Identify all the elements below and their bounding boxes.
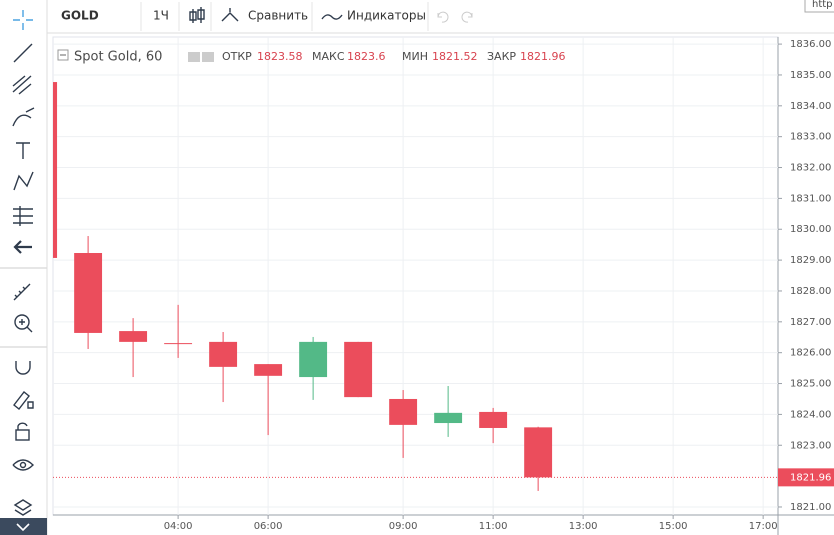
x-tick-label: 17:00 — [749, 521, 778, 532]
candle-body — [479, 411, 508, 428]
y-tick-label: 1830.00 — [790, 224, 831, 235]
legend-open-value: 1823.58 — [257, 50, 303, 63]
interval[interactable]: 1Ч — [153, 9, 169, 23]
y-tick-label: 1833.00 — [790, 132, 831, 143]
fib-tool[interactable] — [12, 75, 32, 95]
y-tick-label: 1825.00 — [790, 379, 831, 390]
candle-body — [164, 343, 193, 345]
magnet-tool[interactable] — [15, 361, 31, 375]
candle-body — [434, 412, 463, 424]
y-tick-label: 1834.00 — [790, 101, 831, 112]
legend-open-label: ОТКР — [222, 50, 252, 63]
candle-body — [119, 331, 148, 342]
x-tick-label: 04:00 — [164, 521, 193, 532]
y-tick-label: 1828.00 — [790, 286, 831, 297]
pattern-tool[interactable] — [13, 171, 34, 191]
indicators-button[interactable]: Индикаторы — [347, 9, 426, 23]
y-tick-label: 1826.00 — [790, 348, 831, 359]
y-tick-label: 1823.00 — [790, 440, 831, 451]
drawing-tools — [0, 10, 47, 516]
chart-title: Spot Gold, 60 — [74, 50, 162, 65]
candle-body — [299, 341, 328, 378]
x-tick-label: 11:00 — [479, 521, 508, 532]
layers-tool[interactable] — [13, 499, 33, 516]
candle-body — [209, 341, 238, 367]
y-tick-label: 1821.00 — [790, 502, 831, 513]
last-price-label: 1821.96 — [790, 472, 831, 483]
compare-button[interactable]: Сравнить — [248, 9, 308, 23]
text-tool[interactable] — [16, 142, 30, 159]
candle-body — [524, 427, 553, 478]
y-tick-label: 1831.00 — [790, 193, 831, 204]
tooltip-box — [804, 0, 834, 13]
y-tick-label: 1827.00 — [790, 317, 831, 328]
measure-tool[interactable] — [13, 206, 33, 226]
last-price-badge — [778, 468, 834, 487]
back-tool[interactable] — [13, 240, 32, 254]
y-tick-label: 1835.00 — [790, 70, 831, 81]
y-tick-label: 1824.00 — [790, 409, 831, 420]
lock-tool[interactable] — [15, 429, 30, 441]
trend-line-tool[interactable] — [13, 43, 33, 63]
x-tick-label: 09:00 — [389, 521, 418, 532]
candle-body — [53, 82, 58, 258]
candle-body — [389, 398, 418, 425]
legend-low-value: 1821.52 — [432, 50, 478, 63]
crosshair-tool[interactable] — [13, 10, 33, 30]
x-tick-label: 15:00 — [659, 521, 688, 532]
y-tick-label: 1829.00 — [790, 255, 831, 266]
candle-body — [254, 364, 283, 376]
tooltip: http — [812, 0, 833, 10]
plot-area — [52, 36, 779, 516]
x-tick-label: 13:00 — [569, 521, 598, 532]
candle-body — [344, 341, 373, 398]
legend-close-label: ЗАКР — [487, 50, 516, 63]
chart-style[interactable] — [189, 7, 205, 23]
visibility-tool[interactable] — [12, 459, 34, 471]
candle-body — [74, 253, 103, 333]
legend-close-value: 1821.96 — [520, 50, 566, 63]
x-tick-label: 06:00 — [254, 521, 283, 532]
legend-low-label: МИН — [402, 50, 428, 63]
lock-drawing-tool[interactable] — [13, 391, 34, 410]
legend-high-label: МАКС — [312, 50, 345, 63]
collapse-button[interactable] — [0, 518, 47, 535]
brush-tool[interactable] — [12, 107, 35, 127]
zoom-tool[interactable] — [14, 314, 30, 330]
y-tick-label: 1832.00 — [790, 163, 831, 174]
symbol[interactable]: GOLD — [61, 9, 99, 23]
undo-redo[interactable] — [437, 11, 473, 23]
legend-high-value: 1823.6 — [347, 50, 386, 63]
y-tick-label: 1836.00 — [790, 39, 831, 50]
ruler-tool[interactable] — [13, 283, 31, 301]
